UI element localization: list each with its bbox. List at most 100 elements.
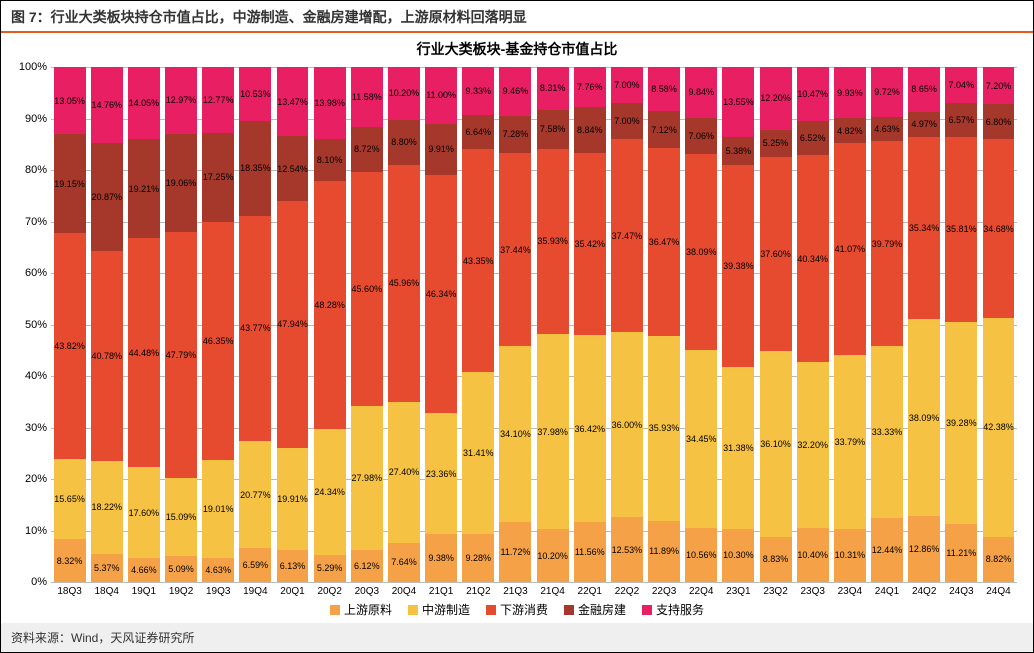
y-tick-label: 70% [25, 216, 47, 228]
bar-segment: 8.83% [760, 537, 792, 582]
bar-segment: 10.31% [834, 529, 866, 582]
bar-segment: 18.35% [239, 121, 271, 215]
bar-segment: 14.05% [128, 67, 160, 139]
bar-segment: 9.33% [462, 67, 494, 115]
y-tick-label: 30% [25, 422, 47, 434]
y-tick-label: 20% [25, 473, 47, 485]
bar-value-label: 9.33% [466, 86, 492, 96]
bar-value-label: 48.28% [314, 300, 345, 310]
bar-segment: 18.22% [91, 461, 123, 555]
bar-value-label: 12.44% [872, 545, 903, 555]
bar-segment: 7.28% [499, 116, 531, 153]
y-axis: 0%10%20%30%40%50%60%70%80%90%100% [11, 67, 51, 582]
bar-segment: 15.65% [54, 459, 86, 540]
bar-segment: 8.82% [983, 537, 1015, 582]
bar-value-label: 7.06% [688, 131, 714, 141]
bar-segment: 6.57% [945, 103, 977, 137]
bar-segment: 37.47% [611, 139, 643, 332]
bar-segment: 10.30% [722, 529, 754, 582]
bar-segment: 43.77% [239, 216, 271, 441]
bar-segment: 6.13% [277, 550, 309, 582]
bar-column: 6.59%20.77%43.77%18.35%10.53%19Q4 [237, 67, 274, 582]
bar-segment: 7.20% [983, 67, 1015, 104]
x-tick-label: 19Q2 [169, 586, 193, 597]
bar-value-label: 35.34% [909, 223, 940, 233]
bar-value-label: 27.98% [352, 473, 383, 483]
y-tick-label: 100% [19, 61, 47, 73]
bar-segment: 8.31% [537, 67, 569, 110]
bar-segment: 9.28% [462, 534, 494, 582]
bar-value-label: 38.09% [909, 413, 940, 423]
bar-value-label: 35.42% [574, 239, 605, 249]
bar-segment: 14.76% [91, 67, 123, 143]
bar-segment: 8.84% [574, 107, 606, 153]
bar-segment: 6.80% [983, 104, 1015, 139]
bar-segment: 23.36% [425, 413, 457, 533]
stacked-bar: 10.31%33.79%41.07%4.82%9.93% [834, 67, 866, 582]
bar-segment: 5.29% [314, 555, 346, 582]
bar-value-label: 6.13% [280, 561, 306, 571]
x-tick-label: 21Q1 [429, 586, 453, 597]
bar-segment: 13.98% [314, 67, 346, 139]
bar-segment: 5.38% [722, 137, 754, 165]
bar-value-label: 37.60% [760, 249, 791, 259]
bar-value-label: 38.09% [686, 247, 717, 257]
bar-segment: 6.59% [239, 548, 271, 582]
bar-value-label: 27.40% [389, 467, 420, 477]
bar-value-label: 7.00% [614, 116, 640, 126]
bar-value-label: 9.72% [874, 87, 900, 97]
stacked-bar: 4.63%19.01%46.35%17.25%12.77% [202, 67, 234, 582]
legend-item: 上游原料 [330, 601, 392, 618]
bar-segment: 47.94% [277, 201, 309, 448]
bar-value-label: 19.15% [54, 179, 85, 189]
bar-segment: 35.81% [945, 137, 977, 322]
bar-segment: 9.84% [685, 67, 717, 118]
bar-segment: 12.86% [908, 516, 940, 582]
bar-segment: 9.38% [425, 534, 457, 582]
bar-segment: 38.09% [908, 319, 940, 515]
x-tick-label: 22Q3 [652, 586, 676, 597]
bar-segment: 36.00% [611, 332, 643, 517]
bar-value-label: 37.98% [537, 427, 568, 437]
bar-value-label: 24.34% [314, 487, 345, 497]
bar-value-label: 39.28% [946, 418, 977, 428]
bar-value-label: 13.05% [54, 96, 85, 106]
bar-value-label: 46.35% [203, 336, 234, 346]
bar-segment: 46.35% [202, 222, 234, 461]
bar-segment: 43.82% [54, 233, 86, 459]
bar-segment: 33.33% [871, 346, 903, 518]
bar-segment: 5.25% [760, 130, 792, 157]
bar-segment: 10.20% [537, 529, 569, 582]
bar-segment: 9.91% [425, 124, 457, 175]
x-tick-label: 18Q4 [95, 586, 119, 597]
bar-value-label: 8.65% [911, 84, 937, 94]
bar-value-label: 6.59% [243, 560, 269, 570]
bar-value-label: 6.57% [949, 115, 975, 125]
bar-segment: 9.46% [499, 67, 531, 116]
bar-value-label: 15.09% [166, 512, 197, 522]
source-note: 资料来源：Wind，天风证券研究所 [1, 623, 1033, 652]
legend-swatch [564, 605, 574, 615]
bar-column: 5.37%18.22%40.78%20.87%14.76%18Q4 [88, 67, 125, 582]
legend: 上游原料中游制造下游消费金融房建支持服务 [1, 601, 1033, 618]
bar-column: 8.82%42.38%34.68%6.80%7.20%24Q4 [980, 67, 1017, 582]
bar-value-label: 10.20% [537, 551, 568, 561]
bar-segment: 7.00% [611, 103, 643, 139]
bar-value-label: 8.84% [577, 125, 603, 135]
bar-segment: 11.72% [499, 522, 531, 582]
bar-value-label: 7.58% [540, 124, 566, 134]
bar-value-label: 33.33% [872, 427, 903, 437]
bar-value-label: 36.47% [649, 237, 680, 247]
bar-segment: 27.40% [388, 402, 420, 543]
bar-segment: 37.60% [760, 157, 792, 351]
bar-segment: 11.56% [574, 522, 606, 582]
stacked-bar: 5.29% 24.34% 48.28% 8.10% 13.98% [314, 67, 346, 582]
bar-segment: 10.47% [797, 67, 829, 121]
bar-value-label: 8.10% [317, 155, 343, 165]
bar-segment: 11.89% [648, 521, 680, 582]
bar-value-label: 43.82% [54, 341, 85, 351]
bar-value-label: 10.53% [240, 89, 271, 99]
bar-value-label: 11.89% [649, 546, 679, 556]
legend-swatch [642, 605, 652, 615]
stacked-bar: 7.64%27.40%45.96%8.80%10.20% [388, 67, 420, 582]
